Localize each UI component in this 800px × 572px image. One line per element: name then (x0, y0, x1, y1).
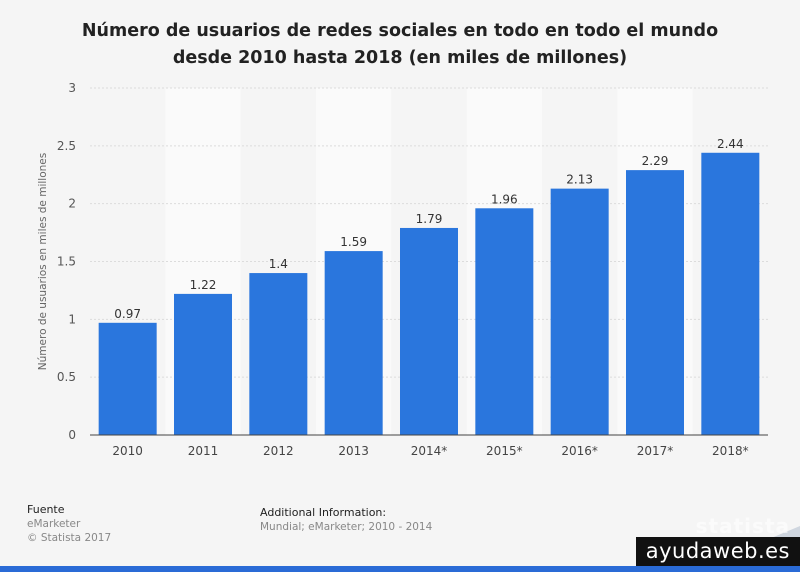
x-tick-label: 2010 (112, 444, 143, 458)
bar-chart: 0 0.5 1 1.5 2 2.5 3 Número de usuarios en miles… (37, 81, 768, 458)
y-axis-label: Número de usuarios en miles de millones (37, 153, 49, 370)
x-tick-label: 2015* (486, 444, 523, 458)
x-tick-label: 2013 (338, 444, 369, 458)
y-tick-label: 2 (68, 197, 76, 211)
y-tick-label: 3 (68, 81, 76, 95)
additional-info-block: Additional Information: Mundial; eMarket… (260, 506, 432, 534)
source-block: Fuente eMarketer © Statista 2017 (27, 503, 111, 545)
chart-title-line-2: desde 2010 hasta 2018 (en miles de millo… (172, 48, 628, 68)
x-tick-label: 2017* (637, 444, 674, 458)
bar (324, 251, 383, 435)
x-tick-label: 2014* (411, 444, 448, 458)
bar (475, 208, 534, 435)
data-label: 2.44 (717, 137, 744, 151)
additional-info-heading: Additional Information: (260, 506, 387, 519)
x-tick-label: 2018* (712, 444, 749, 458)
data-label: 2.13 (566, 173, 593, 187)
bar (98, 322, 157, 435)
source-name[interactable]: eMarketer (27, 518, 81, 530)
data-label: 2.29 (642, 154, 669, 168)
y-tick-label: 0.5 (57, 370, 76, 384)
bar (400, 227, 458, 435)
bar (701, 152, 760, 436)
bar (249, 273, 308, 435)
chart-title: Número de usuarios de redes sociales en … (0, 18, 800, 72)
bar (626, 170, 684, 435)
copyright-text: © Statista 2017 (27, 532, 112, 544)
y-tick-label: 1.5 (57, 255, 76, 269)
data-label: 1.22 (190, 278, 217, 292)
watermark-text: ayudaweb.es (635, 537, 800, 566)
data-label: 1.4 (269, 257, 288, 271)
bar (550, 188, 609, 435)
y-tick-label: 1 (68, 312, 76, 326)
y-tick-label: 0 (68, 428, 76, 442)
x-tick-label: 2012 (263, 444, 294, 458)
data-label: 1.96 (491, 192, 518, 206)
x-tick-label: 2011 (188, 444, 219, 458)
bottom-stripe (0, 566, 800, 572)
data-label: 0.97 (114, 307, 141, 321)
data-label: 1.79 (416, 212, 443, 226)
additional-info-text: Mundial; eMarketer; 2010 - 2014 (260, 521, 433, 533)
y-tick-label: 2.5 (57, 139, 76, 153)
x-tick-label: 2016* (561, 444, 598, 458)
chart-title-line-1: Número de usuarios de redes sociales en … (81, 21, 719, 41)
bar (174, 293, 232, 435)
statista-logo[interactable]: statista (695, 514, 790, 538)
data-label: 1.59 (340, 235, 367, 249)
source-heading: Fuente (27, 503, 65, 516)
